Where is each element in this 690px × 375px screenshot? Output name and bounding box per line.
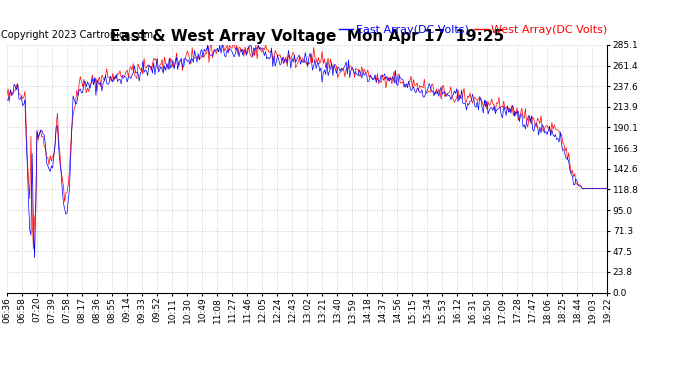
Title: East & West Array Voltage  Mon Apr 17  19:25: East & West Array Voltage Mon Apr 17 19:…: [110, 29, 504, 44]
Legend: East Array(DC Volts), West Array(DC Volts): East Array(DC Volts), West Array(DC Volt…: [339, 25, 607, 35]
Text: Copyright 2023 Cartronics.com: Copyright 2023 Cartronics.com: [1, 30, 153, 40]
